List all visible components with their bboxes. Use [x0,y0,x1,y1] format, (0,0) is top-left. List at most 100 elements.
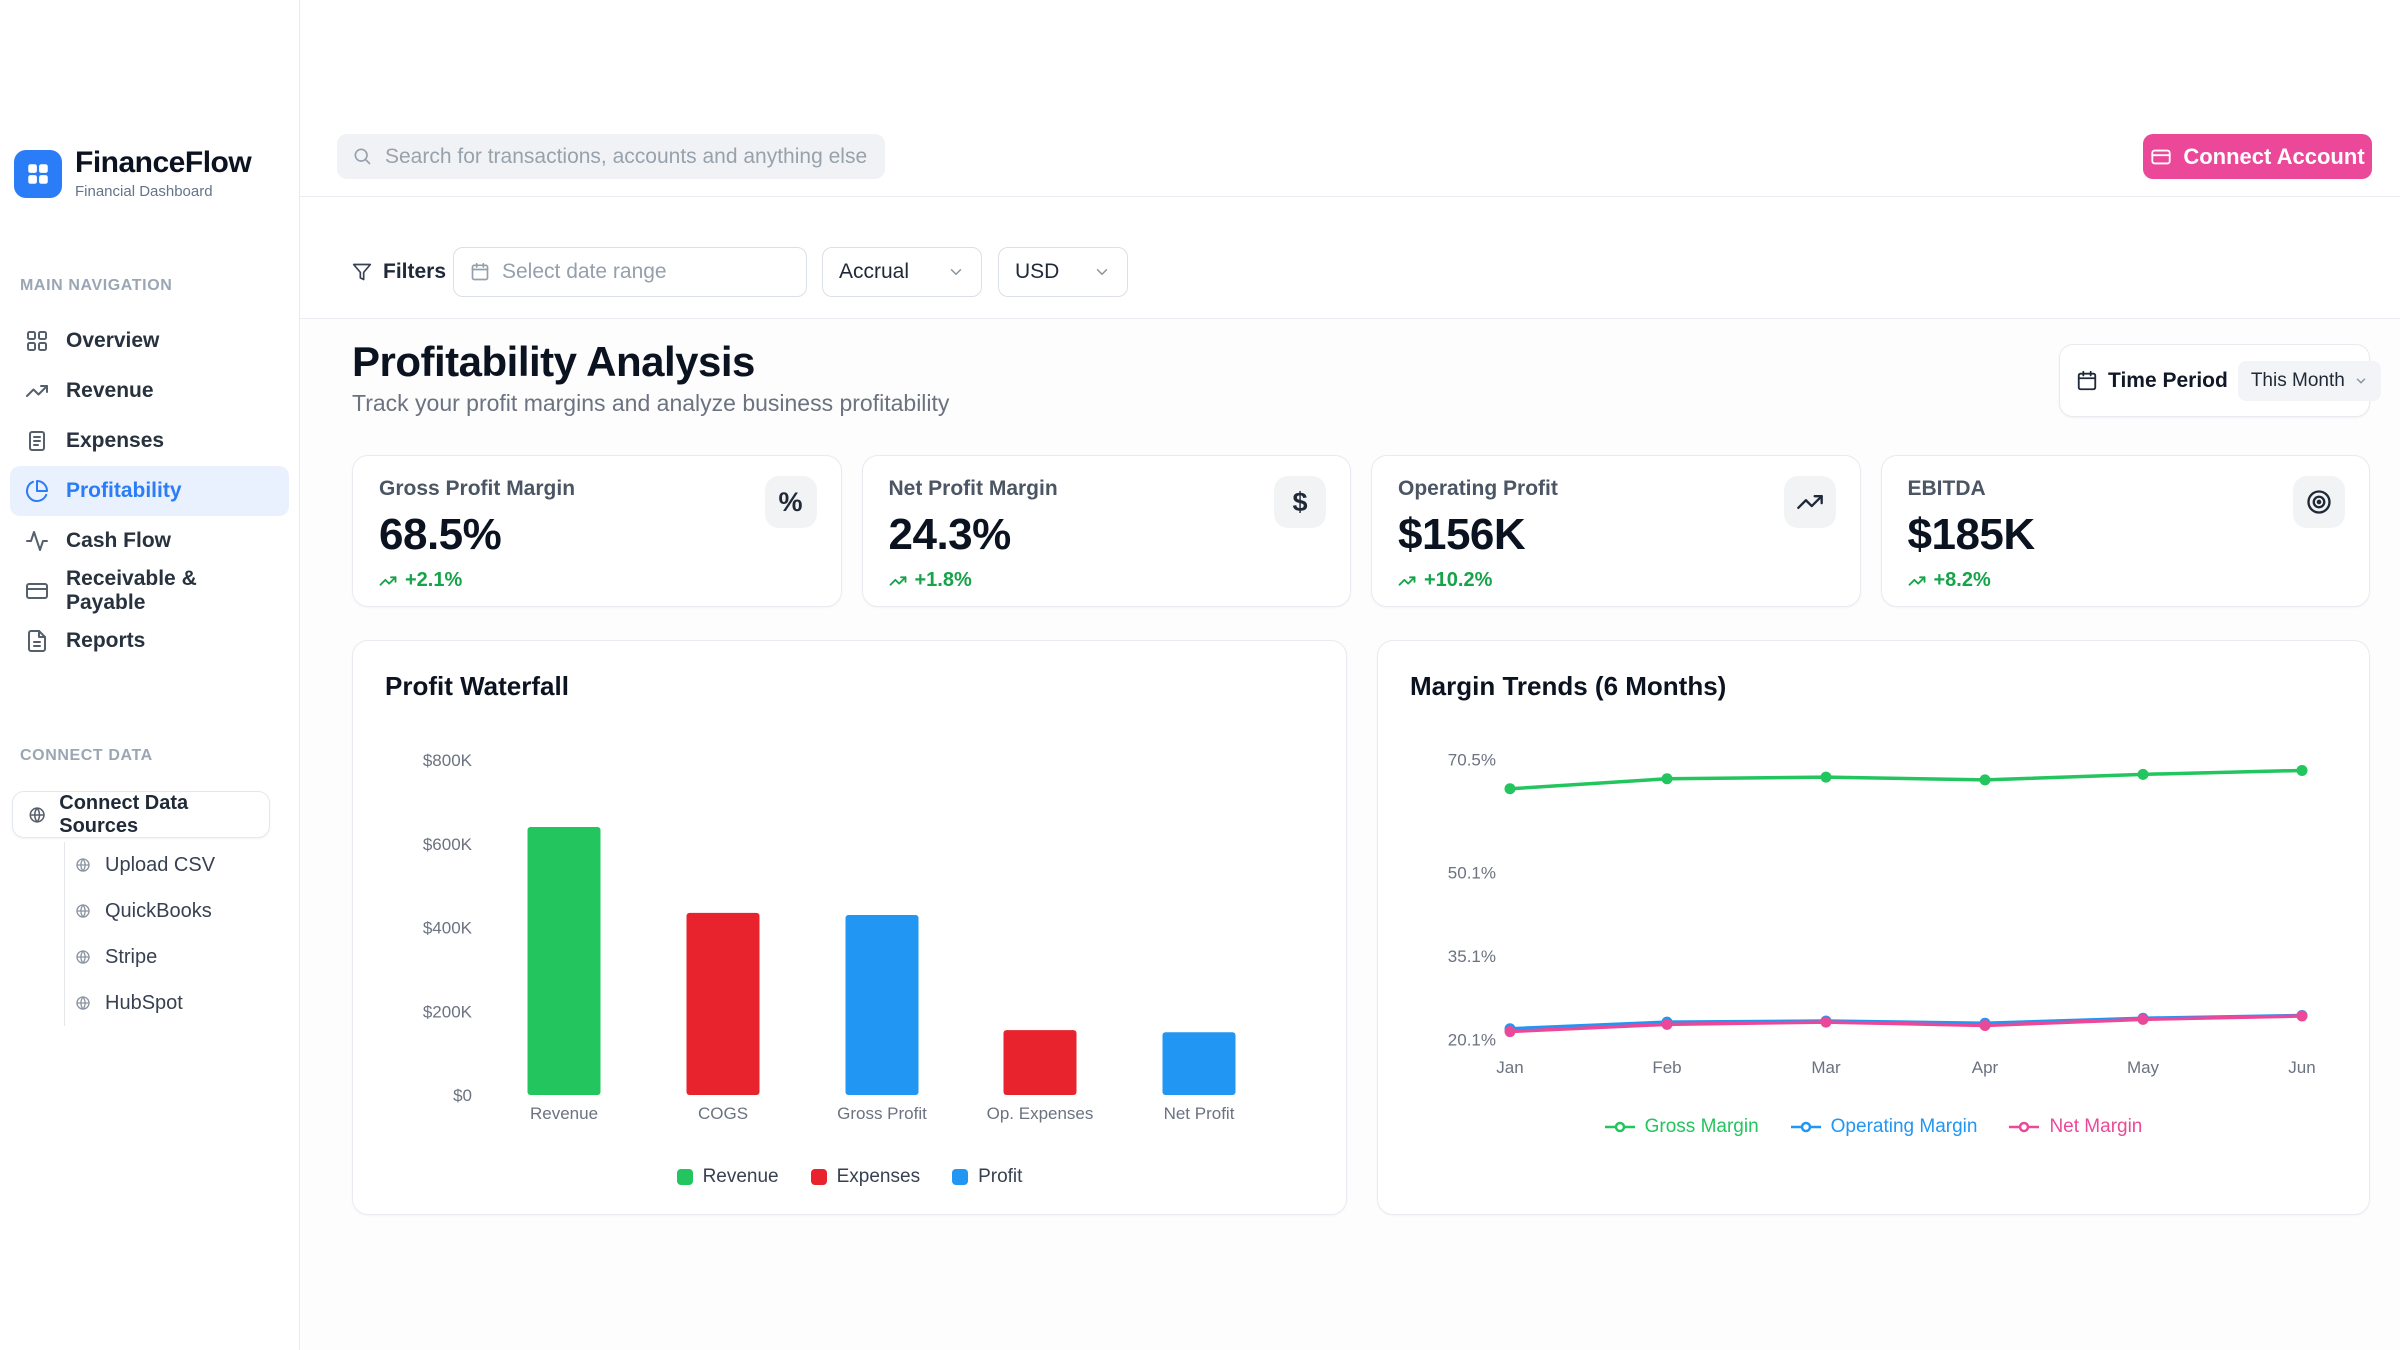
sidebar-item-receivable-payable[interactable]: Receivable & Payable [10,566,289,616]
page-title: Profitability Analysis [352,338,755,385]
sidebar-item-profitability[interactable]: Profitability [10,466,289,516]
main-navigation-label: MAIN NAVIGATION [20,277,173,294]
legend-item[interactable]: Profit [952,1166,1022,1188]
connect-data-sources-button[interactable]: Connect Data Sources [12,791,270,838]
currency-select[interactable]: USD [998,247,1128,297]
connect-account-button[interactable]: Connect Account [2143,134,2372,179]
globe-icon [76,904,90,918]
globe-icon [29,806,45,823]
grid-icon [27,331,47,351]
data-source-label: QuickBooks [105,899,212,922]
wallet-icon [2151,149,2171,164]
svg-text:$800K: $800K [423,751,473,770]
kpi-value: 24.3% [888,510,1012,559]
sidebar-item-label: Profitability [66,479,182,502]
pie-chart-icon [26,480,48,502]
app-logo-icon [14,150,62,198]
data-source-label: HubSpot [105,991,183,1014]
receipt-icon [29,431,45,451]
kpi-label: EBITDA [1907,477,1986,500]
filters-label: Filters [383,260,447,283]
page-subtitle: Track your profit margins and analyze bu… [352,390,950,416]
kpi-change: +2.1% [379,569,815,592]
dollar-icon: $ [1274,476,1326,528]
time-period-select[interactable]: This Month [2237,360,2381,401]
accounting-method-select[interactable]: Accrual [822,247,982,297]
kpi-value: $185K [1907,510,2036,559]
kpi-value: 68.5% [379,510,502,559]
app-subtitle: Financial Dashboard [75,183,213,200]
chevron-down-icon [1096,269,1108,275]
sidebar-item-expenses[interactable]: Expenses [10,416,289,466]
sidebar-item-upload-csv[interactable]: Upload CSV [75,842,274,888]
svg-text:Net Profit: Net Profit [1164,1104,1235,1123]
app-logo[interactable]: FinanceFlow Financial Dashboard [14,146,252,200]
sidebar-item-label: Reports [66,629,146,652]
sidebar-item-quickbooks[interactable]: QuickBooks [75,888,274,934]
kpi-card-gross-profit-margin: Gross Profit Margin 68.5% +2.1% % [352,455,842,607]
kpi-card-operating-profit: Operating Profit $156K +10.2% [1371,455,1861,607]
svg-text:Jun: Jun [2288,1058,2315,1077]
sidebar-item-label: Expenses [66,429,165,452]
sidebar-item-stripe[interactable]: Stripe [75,934,274,980]
sidebar-item-reports[interactable]: Reports [10,616,289,666]
svg-text:Feb: Feb [1652,1058,1681,1077]
trend-legend: Gross Margin Operating Margin Net Margin [1378,1116,2369,1138]
chart-title: Margin Trends (6 Months) [1410,671,1727,701]
svg-text:35.1%: 35.1% [1448,947,1496,966]
sidebar-item-revenue[interactable]: Revenue [10,366,289,416]
currency-value: USD [1015,260,1060,283]
activity-icon [26,531,48,551]
percent-icon: % [764,476,817,528]
sidebar-item-label: Overview [66,329,160,352]
sidebar-item-cash-flow[interactable]: Cash Flow [10,516,289,566]
kpi-change-value: +1.8% [914,569,972,591]
target-icon [2293,476,2345,528]
svg-text:20.1%: 20.1% [1448,1030,1496,1049]
svg-text:Mar: Mar [1811,1058,1841,1077]
sidebar-item-label: Revenue [66,379,154,402]
filters-button[interactable]: Filters [352,247,446,297]
trending-up-icon [26,385,48,397]
svg-text:50.1%: 50.1% [1448,864,1496,883]
svg-text:Apr: Apr [1972,1058,1999,1077]
trending-up-icon [889,575,906,586]
kpi-change-value: +8.2% [1933,569,1991,591]
svg-text:$600K: $600K [423,835,473,854]
svg-text:COGS: COGS [698,1104,748,1123]
date-range-input[interactable]: Select date range [453,247,807,297]
globe-icon [76,996,90,1010]
grid-icon [28,164,48,184]
sidebar-item-overview[interactable]: Overview [10,316,289,366]
main-navigation: Overview Revenue Expenses Profitability … [10,316,289,666]
kpi-label: Gross Profit Margin [379,477,576,500]
legend-item[interactable]: Revenue [676,1166,779,1188]
kpi-label: Operating Profit [1398,477,1558,500]
time-period-label: Time Period [2108,368,2228,392]
filters-divider [300,318,2400,319]
sidebar-item-hubspot[interactable]: HubSpot [75,980,274,1026]
legend-item[interactable]: Net Margin [2009,1116,2142,1138]
search-input[interactable] [337,134,885,179]
sidebar: FinanceFlow Financial Dashboard MAIN NAV… [0,0,300,1350]
connect-data-label: CONNECT DATA [20,747,153,764]
legend-item[interactable]: Operating Margin [1790,1116,1977,1138]
margin-trends-card: 70.5% 50.1% 35.1% 20.1% Jan Feb Mar Apr May Jun M… [1377,640,2370,1215]
trending-up-icon [379,575,397,586]
data-source-list: Upload CSV QuickBooks Stripe HubSpot [64,842,274,1026]
svg-text:Revenue: Revenue [530,1104,598,1123]
kpi-change-value: +10.2% [1424,569,1493,591]
legend-item[interactable]: Gross Margin [1604,1116,1759,1138]
topbar-divider [300,196,2400,197]
waterfall-legend: Revenue Expenses Profit [353,1166,1346,1188]
legend-item[interactable]: Expenses [810,1166,920,1188]
kpi-change: +10.2% [1398,569,1834,592]
date-range-placeholder: Select date range [502,260,667,283]
svg-text:Op. Expenses: Op. Expenses [987,1104,1094,1123]
svg-text:May: May [2127,1058,2160,1077]
kpi-card-net-profit-margin: Net Profit Margin 24.3% +1.8% $ [861,455,1351,607]
app-title: FinanceFlow [75,146,252,179]
time-period-value: This Month [2250,369,2345,391]
globe-icon [76,858,90,872]
